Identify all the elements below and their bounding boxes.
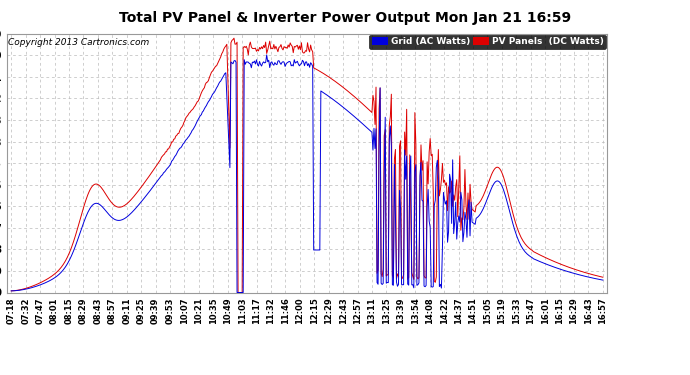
Text: Total PV Panel & Inverter Power Output Mon Jan 21 16:59: Total PV Panel & Inverter Power Output M… (119, 11, 571, 25)
Text: Copyright 2013 Cartronics.com: Copyright 2013 Cartronics.com (8, 38, 149, 46)
Legend: Grid (AC Watts), PV Panels  (DC Watts): Grid (AC Watts), PV Panels (DC Watts) (369, 34, 607, 49)
